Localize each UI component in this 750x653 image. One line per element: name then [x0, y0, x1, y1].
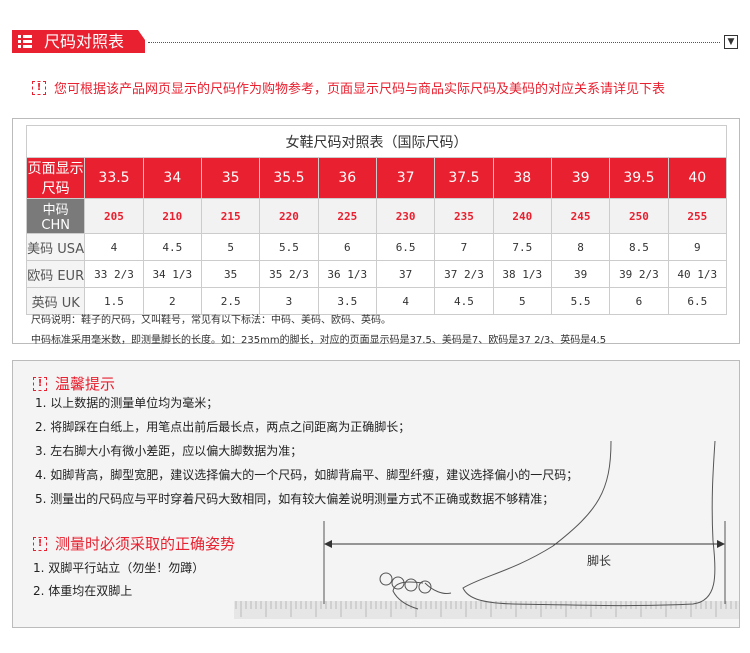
- table-row: 英码 UK 1.5 2 2.5 3 3.5 4 4.5 5 5.5 6 6.5: [25, 287, 728, 315]
- size-header: 34: [142, 157, 202, 199]
- size-cell: 6: [609, 287, 669, 315]
- size-cell: 37 2/3: [434, 260, 494, 288]
- size-cell: 1.5: [84, 287, 144, 315]
- tip-item: 2. 将脚踩在白纸上，用笔点出前后最长点，两点之间距离为正确脚长；: [35, 420, 411, 434]
- size-cell: 5: [492, 287, 552, 315]
- tips-panel: 脚长 ! 温馨提示 1. 以上数据的测量单位均为毫米； 2. 将脚踩在白纸上，用笔点…: [12, 360, 740, 628]
- size-cell: 5: [200, 233, 261, 261]
- size-header: 35: [200, 157, 261, 199]
- warning-icon: !: [33, 536, 47, 551]
- header-label: 页面显示尺码: [25, 157, 86, 199]
- size-cell: 250: [609, 198, 669, 234]
- size-cell: 33 2/3: [84, 260, 144, 288]
- size-table: 女鞋尺码对照表（国际尺码） 页面显示尺码 33.5 34 35 35.5 36 37 37.5…: [25, 125, 728, 315]
- size-header: 37.5: [434, 157, 494, 199]
- size-cell: 210: [142, 198, 202, 234]
- size-chart: 女鞋尺码对照表（国际尺码） 页面显示尺码 33.5 34 35 35.5 36 37 37.5…: [12, 118, 740, 346]
- table-row: 欧码 EUR 33 2/3 34 1/3 35 35 2/3 36 1/3 37 37 2/3…: [25, 260, 728, 288]
- size-cell: 34 1/3: [142, 260, 202, 288]
- size-cell: 8: [550, 233, 611, 261]
- size-header: 38: [492, 157, 552, 199]
- size-header: 40: [667, 157, 728, 199]
- divider: [148, 42, 720, 43]
- size-header: 39: [550, 157, 611, 199]
- size-cell: 36 1/3: [317, 260, 377, 288]
- foot-measure-illustration: 脚长: [234, 440, 739, 619]
- size-cell: 9: [667, 233, 728, 261]
- foot-length-label: 脚长: [587, 553, 611, 568]
- warning-icon: !: [33, 376, 47, 391]
- size-cell: 3.5: [317, 287, 377, 315]
- size-cell: 225: [317, 198, 377, 234]
- size-cell: 6.5: [667, 287, 728, 315]
- notice: ! 您可根据该产品网页显示的尺码作为购物参考，页面显示尺码与商品实际尺码及美码的…: [32, 78, 665, 97]
- size-cell: 230: [375, 198, 436, 234]
- size-cell: 240: [492, 198, 552, 234]
- size-header: 37: [375, 157, 436, 199]
- tip-item: 5. 测量出的尺码应与平时穿着尺码大致相同，如有较大偏差说明测量方式不正确或数据…: [35, 492, 555, 506]
- size-cell: 235: [434, 198, 494, 234]
- row-label: 欧码 EUR: [25, 260, 86, 288]
- tip-item: 3. 左右脚大小有微小差距，应以偏大脚数据为准；: [35, 444, 303, 458]
- size-cell: 220: [259, 198, 319, 234]
- posture-item: 2. 体重均在双脚上: [33, 584, 133, 598]
- size-cell: 255: [667, 198, 728, 234]
- size-header: 36: [317, 157, 377, 199]
- posture-title-text: 测量时必须采取的正确姿势: [55, 535, 236, 553]
- size-cell: 37: [375, 260, 436, 288]
- note-1: 尺码说明：鞋子的尺码，又叫鞋号，常见有以下标法：中码、美码、欧码、英码。: [31, 315, 391, 326]
- size-cell: 5.5: [550, 287, 611, 315]
- size-cell: 7: [434, 233, 494, 261]
- row-label: 中码 CHN: [25, 198, 86, 234]
- tips-title: ! 温馨提示: [33, 373, 115, 394]
- size-cell: 39: [550, 260, 611, 288]
- ruler: [234, 601, 739, 619]
- foot-outline: [462, 440, 716, 607]
- chevron-down-icon[interactable]: ▼: [724, 35, 738, 49]
- size-cell: 6: [317, 233, 377, 261]
- size-cell: 3: [259, 287, 319, 315]
- tip-item: 1. 以上数据的测量单位均为毫米；: [35, 396, 219, 410]
- tip-item: 4. 如脚背高，脚型宽肥，建议选择偏大的一个尺码，如脚背扁平、脚型纤瘦，建议选择…: [35, 468, 579, 482]
- size-header: 33.5: [84, 157, 144, 199]
- size-cell: 2.5: [200, 287, 261, 315]
- size-header: 39.5: [609, 157, 669, 199]
- table-row: 中码 CHN 205 210 215 220 225 230 235 240 245 250 255: [25, 198, 728, 234]
- size-header: 35.5: [259, 157, 319, 199]
- size-cell: 8.5: [609, 233, 669, 261]
- tips-title-text: 温馨提示: [55, 375, 116, 393]
- size-cell: 39 2/3: [609, 260, 669, 288]
- size-cell: 40 1/3: [667, 260, 728, 288]
- posture-title: ! 测量时必须采取的正确姿势: [33, 533, 235, 554]
- notice-text: 您可根据该产品网页显示的尺码作为购物参考，页面显示尺码与商品实际尺码及美码的对应…: [54, 82, 666, 97]
- note-2: 中码标准采用毫米数，即测量脚长的长度。如：235mm的脚长，对应的页面显示码是3…: [31, 335, 607, 346]
- size-cell: 7.5: [492, 233, 552, 261]
- size-cell: 205: [84, 198, 144, 234]
- size-cell: 35: [200, 260, 261, 288]
- row-label: 英码 UK: [25, 287, 86, 315]
- size-cell: 5.5: [259, 233, 319, 261]
- section-title-banner: 尺码对照表: [12, 30, 145, 53]
- table-title: 女鞋尺码对照表（国际尺码）: [26, 125, 727, 158]
- size-cell: 4.5: [434, 287, 494, 315]
- section-title: 尺码对照表: [44, 32, 125, 51]
- size-cell: 4: [375, 287, 436, 315]
- list-icon: [18, 35, 32, 48]
- size-cell: 2: [142, 287, 202, 315]
- row-label: 美码 USA: [25, 233, 86, 261]
- warning-icon: !: [32, 80, 46, 95]
- size-cell: 245: [550, 198, 611, 234]
- size-cell: 6.5: [375, 233, 436, 261]
- size-cell: 4.5: [142, 233, 202, 261]
- size-cell: 215: [200, 198, 261, 234]
- size-cell: 38 1/3: [492, 260, 552, 288]
- size-cell: 4: [84, 233, 144, 261]
- posture-item: 1. 双脚平行站立（勿坐！勿蹲）: [33, 561, 205, 575]
- size-cell: 35 2/3: [259, 260, 319, 288]
- table-row: 美码 USA 4 4.5 5 5.5 6 6.5 7 7.5 8 8.5 9: [25, 233, 728, 261]
